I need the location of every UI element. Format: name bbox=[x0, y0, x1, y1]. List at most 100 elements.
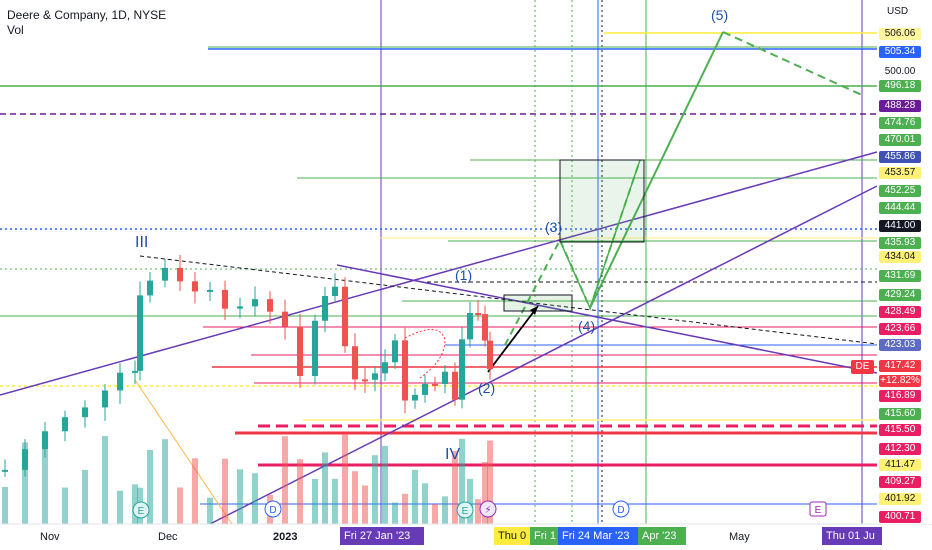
symbol-badge: DE bbox=[851, 360, 874, 374]
volume-bar bbox=[442, 496, 448, 524]
volume-bar bbox=[102, 436, 108, 524]
price-label: 496.18 bbox=[879, 80, 921, 92]
dividend-marker-apr[interactable]: D bbox=[612, 500, 630, 518]
volume-bar bbox=[82, 469, 88, 524]
price-label: 423.03 bbox=[879, 339, 921, 351]
wave-label-1: (1) bbox=[455, 267, 472, 283]
volume-bar bbox=[252, 473, 258, 524]
earnings-marker-dec[interactable]: E bbox=[132, 501, 150, 519]
candle-body bbox=[332, 286, 338, 297]
candle-body bbox=[147, 280, 153, 296]
time-badge-jul: Thu 01 Ju bbox=[822, 527, 882, 545]
price-label: 428.49 bbox=[879, 306, 921, 318]
earnings-marker-feb[interactable]: E bbox=[456, 501, 474, 519]
candle-body bbox=[312, 320, 318, 376]
svg-text:E: E bbox=[462, 506, 469, 517]
candle-body bbox=[459, 339, 465, 400]
wave-projection-solid bbox=[589, 31, 724, 309]
trendline-dashed-top bbox=[139, 255, 878, 345]
volume-label[interactable]: Vol bbox=[7, 23, 24, 37]
time-label-year: 2023 bbox=[273, 531, 298, 543]
price-label: 452.25 bbox=[879, 185, 921, 197]
volume-bar bbox=[117, 490, 123, 524]
time-badge-thu: Thu 0 bbox=[494, 527, 534, 545]
wave-label-2: (2) bbox=[478, 380, 495, 396]
candle-body bbox=[297, 326, 303, 376]
candle-body bbox=[137, 295, 143, 371]
wave-label-iii: III bbox=[135, 234, 148, 251]
split-marker[interactable]: ⚡ bbox=[479, 500, 497, 518]
svg-text:D: D bbox=[617, 505, 624, 516]
candle-body bbox=[482, 314, 488, 341]
volume-bar bbox=[372, 455, 378, 524]
price-label: 434.04 bbox=[879, 251, 921, 263]
volume-bar bbox=[432, 503, 438, 524]
volume-bar bbox=[207, 497, 213, 524]
candle-body bbox=[392, 340, 398, 363]
symbol-title[interactable]: Deere & Company, 1D, NYSE bbox=[7, 8, 167, 22]
candle-body bbox=[22, 449, 28, 470]
candle-body bbox=[402, 340, 408, 401]
volume-bar bbox=[352, 471, 358, 524]
price-label: 453.57 bbox=[879, 167, 921, 179]
candle-body bbox=[252, 299, 258, 307]
candle-body bbox=[42, 431, 48, 450]
volume-bars bbox=[2, 434, 493, 524]
price-label: 416.89 bbox=[879, 390, 921, 402]
price-label: 431.69 bbox=[879, 270, 921, 282]
dividend-marker-jan[interactable]: D bbox=[264, 500, 282, 518]
time-badge-fri: Fri 1 bbox=[530, 527, 558, 545]
volume-bar bbox=[177, 487, 183, 524]
price-label: 488.28 bbox=[879, 100, 921, 112]
earnings-marker-may[interactable]: E bbox=[809, 501, 827, 517]
price-label: 409.27 bbox=[879, 476, 921, 488]
price-label: 401.92 bbox=[879, 493, 921, 505]
candle-body bbox=[467, 313, 473, 340]
volume-bar bbox=[382, 445, 388, 524]
volume-bar bbox=[467, 478, 473, 524]
candle-body bbox=[452, 371, 458, 400]
volume-bar bbox=[422, 483, 428, 524]
time-label-dec: Dec bbox=[158, 531, 178, 543]
time-label-may: May bbox=[729, 531, 750, 543]
candle-body bbox=[117, 372, 123, 391]
candlestick-series[interactable] bbox=[2, 254, 493, 477]
candle-body bbox=[362, 379, 368, 382]
volume-bar bbox=[62, 487, 68, 524]
volume-bar bbox=[412, 469, 418, 524]
price-label: 474.76 bbox=[879, 117, 921, 129]
candle-body bbox=[82, 407, 88, 418]
price-label: +12.82% bbox=[879, 375, 921, 387]
price-label: 441.00 bbox=[879, 220, 921, 232]
wave-label-4: (4) bbox=[578, 318, 595, 334]
price-label: 505.34 bbox=[879, 46, 921, 58]
candle-body bbox=[162, 267, 168, 281]
black-arrow-path bbox=[487, 305, 539, 373]
volume-bar bbox=[459, 438, 465, 524]
volume-bar bbox=[222, 458, 228, 524]
candle-body bbox=[192, 281, 198, 292]
small-box bbox=[503, 294, 573, 312]
price-label: 417.42 bbox=[879, 360, 921, 372]
price-label: 415.50 bbox=[879, 424, 921, 436]
candle-body bbox=[207, 289, 213, 292]
volume-bar bbox=[282, 436, 288, 524]
candle-body bbox=[222, 289, 228, 309]
price-label: 455.86 bbox=[879, 151, 921, 163]
curve-dotted bbox=[404, 329, 446, 379]
volume-bar bbox=[332, 478, 338, 524]
candle-body bbox=[412, 394, 418, 401]
candle-body bbox=[342, 286, 348, 347]
volume-bar bbox=[147, 449, 153, 524]
candle-body bbox=[237, 306, 243, 309]
currency-label[interactable]: USD bbox=[887, 6, 909, 17]
candle-body bbox=[322, 296, 328, 321]
volume-bar bbox=[162, 439, 168, 524]
price-label: 415.60 bbox=[879, 408, 921, 420]
volume-bar bbox=[362, 485, 368, 524]
fib-orange-line bbox=[134, 379, 233, 525]
wave-label-iv: IV bbox=[445, 446, 460, 463]
candle-body bbox=[352, 346, 358, 380]
